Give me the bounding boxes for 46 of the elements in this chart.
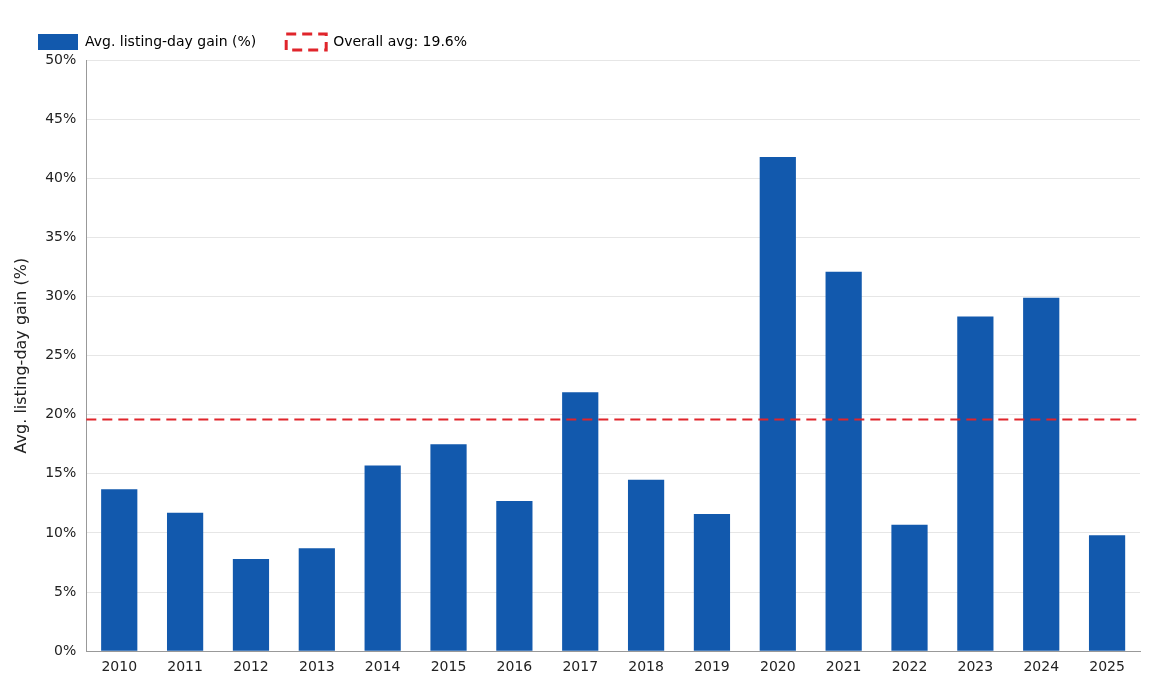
x-tick-label: 2016 — [496, 658, 533, 675]
x-tick-label: 2015 — [430, 658, 467, 675]
legend-label: Overall avg: 19.6% — [333, 32, 468, 49]
x-tick-label: 2021 — [825, 658, 862, 675]
bar — [562, 392, 599, 651]
y-tick-label: 35% — [45, 228, 77, 244]
x-tick-label: 2014 — [364, 658, 401, 675]
x-tick-label: 2018 — [628, 658, 664, 675]
y-tick-label: 20% — [45, 405, 77, 422]
bar — [759, 156, 796, 651]
bar — [1088, 535, 1126, 651]
bar — [1023, 297, 1060, 651]
x-tick-label: 2025 — [1089, 658, 1125, 675]
y-tick-label: 10% — [45, 523, 77, 540]
y-tick-label: 5% — [54, 582, 77, 599]
x-tick-label: 2011 — [167, 658, 203, 675]
y-axis-title: Avg. listing-day gain (%) — [10, 257, 30, 454]
x-tick-label: 2019 — [694, 658, 730, 675]
bar — [166, 512, 204, 651]
y-tick-label: 50% — [45, 50, 77, 67]
legend-label: Avg. listing-day gain (%) — [85, 32, 257, 49]
bar — [627, 479, 665, 651]
x-tick-label: 2017 — [562, 658, 599, 675]
bar — [957, 316, 994, 651]
bar — [496, 501, 533, 651]
x-tick-label: 2010 — [101, 658, 138, 675]
bar — [364, 465, 401, 651]
bar — [430, 444, 467, 651]
bar — [891, 524, 928, 651]
bar — [825, 271, 862, 651]
y-tick-label: 25% — [45, 346, 77, 363]
x-tick-label: 2013 — [298, 658, 335, 675]
bar — [298, 548, 335, 651]
bar — [101, 489, 138, 651]
y-tick-label: 40% — [45, 168, 77, 185]
x-tick-label: 2024 — [1023, 658, 1060, 675]
y-tick-label: 0% — [54, 641, 77, 658]
x-tick-label: 2022 — [891, 658, 928, 675]
y-tick-label: 15% — [45, 464, 77, 481]
x-tick-label: 2020 — [759, 658, 796, 675]
x-tick-label: 2012 — [233, 658, 269, 675]
bar — [232, 558, 270, 651]
y-tick-label: 45% — [45, 109, 77, 126]
x-tick-label: 2023 — [957, 658, 994, 675]
y-tick-label: 30% — [45, 287, 77, 304]
bar — [693, 514, 731, 651]
